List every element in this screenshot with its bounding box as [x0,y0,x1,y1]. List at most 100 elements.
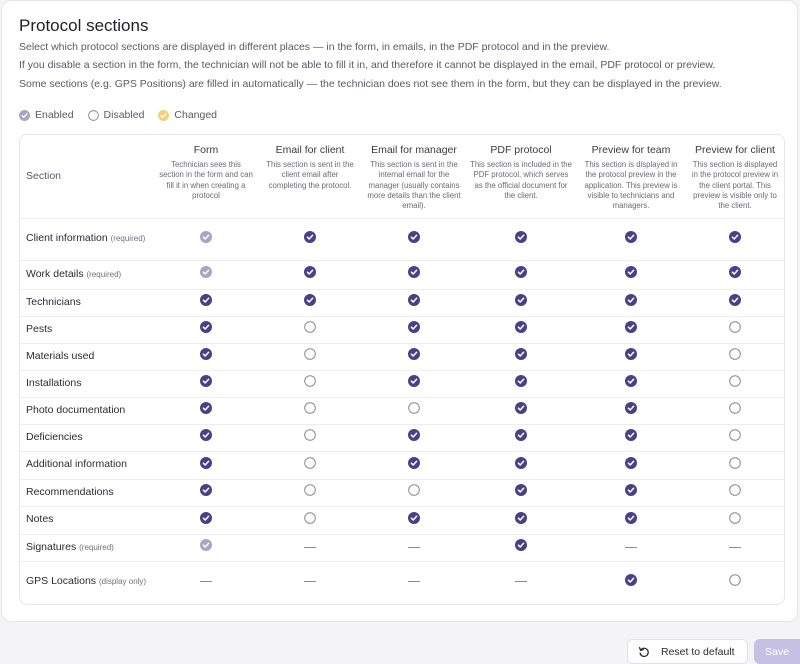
enabled-checkbox-icon[interactable] [625,401,637,419]
enabled-checkbox-icon[interactable] [515,511,527,529]
disabled-checkbox-icon[interactable] [408,401,420,419]
enabled-checkbox-icon[interactable] [515,401,527,419]
disabled-checkbox-icon[interactable] [304,320,316,338]
disabled-checkbox-icon[interactable] [729,573,741,591]
disabled-checkbox-icon[interactable] [729,374,741,392]
not-applicable-dash [304,546,316,548]
enabled-checkbox-icon[interactable] [729,265,741,283]
enabled-checkbox-icon[interactable] [515,428,527,446]
enabled-checkbox-icon[interactable] [625,374,637,392]
enabled-checkbox-icon[interactable] [625,293,637,311]
enabled-checkbox-icon[interactable] [408,320,420,338]
disabled-checkbox-icon[interactable] [304,483,316,501]
enabled-checkbox-icon[interactable] [515,374,527,392]
enabled-checkbox-icon[interactable] [408,374,420,392]
enabled-checkbox-icon[interactable] [408,265,420,283]
changed-check-circle-icon [158,109,170,121]
disabled-checkbox-icon[interactable] [729,511,741,529]
cell-pdf-protocol [466,370,576,398]
enabled-checkbox-icon[interactable] [625,456,637,474]
reset-to-default-button[interactable]: Reset to default [627,639,748,664]
cell-preview-client [686,561,784,602]
enabled-checkbox-icon[interactable] [625,511,637,529]
enabled-checkbox-icon[interactable] [625,320,637,338]
locked-check-icon [200,538,212,556]
cell-preview-client [686,343,784,371]
description-line-3: Some sections (e.g. GPS Positions) are f… [19,78,722,90]
section-name: Technicians [26,295,81,308]
enabled-checkbox-icon[interactable] [408,428,420,446]
enabled-checkbox-icon[interactable] [625,573,637,591]
disabled-checkbox-icon[interactable] [729,456,741,474]
enabled-checkbox-icon[interactable] [200,511,212,529]
disabled-checkbox-icon[interactable] [729,483,741,501]
disabled-checkbox-icon[interactable] [729,428,741,446]
section-name-cell: Notes [20,506,154,535]
enabled-checkbox-icon[interactable] [515,456,527,474]
enabled-checkbox-icon[interactable] [729,230,741,248]
cell-preview-client [686,506,784,535]
cell-preview-client [686,260,784,290]
enabled-checkbox-icon[interactable] [304,293,316,311]
section-name: Signatures [26,540,77,553]
enabled-checkbox-icon[interactable] [515,347,527,365]
section-note: (display only) [98,577,147,587]
enabled-checkbox-icon[interactable] [515,230,527,248]
enabled-checkbox-icon[interactable] [515,483,527,501]
locked-check-icon [200,230,212,248]
enabled-checkbox-icon[interactable] [200,456,212,474]
column-description: This section is displayed in the protoco… [584,160,678,211]
enabled-checkbox-icon[interactable] [304,230,316,248]
cell-form [154,561,258,602]
enabled-checkbox-icon[interactable] [200,320,212,338]
enabled-checkbox-icon[interactable] [408,230,420,248]
enabled-checkbox-icon[interactable] [515,293,527,311]
enabled-checkbox-icon[interactable] [625,428,637,446]
enabled-checkbox-icon[interactable] [625,347,637,365]
enabled-checkbox-icon[interactable] [200,401,212,419]
enabled-checkbox-icon[interactable] [200,374,212,392]
enabled-checkbox-icon[interactable] [408,511,420,529]
disabled-checkbox-icon[interactable] [729,347,741,365]
enabled-checkbox-icon[interactable] [200,428,212,446]
disabled-checkbox-icon[interactable] [729,401,741,419]
cell-preview-team [576,316,686,344]
disabled-checkbox-icon[interactable] [304,401,316,419]
cell-email-client [258,370,362,398]
enabled-checkbox-icon[interactable] [200,347,212,365]
section-name-cell: GPS Locations (display only) [20,561,154,602]
cell-form [154,397,258,425]
disabled-checkbox-icon[interactable] [729,320,741,338]
cell-pdf-protocol [466,424,576,452]
protocol-sections-card: Protocol sections Select which protocol … [1,0,798,622]
enabled-checkbox-icon[interactable] [408,293,420,311]
enabled-checkbox-icon[interactable] [408,347,420,365]
section-note: (required) [79,542,114,552]
enabled-checkbox-icon[interactable] [408,456,420,474]
disabled-checkbox-icon[interactable] [304,347,316,365]
disabled-checkbox-icon[interactable] [304,511,316,529]
enabled-checkbox-icon[interactable] [625,483,637,501]
enabled-checkbox-icon[interactable] [200,483,212,501]
cell-preview-client [686,218,784,261]
enabled-checkbox-icon[interactable] [625,230,637,248]
enabled-checkbox-icon[interactable] [625,265,637,283]
column-title: Preview for team [591,144,671,156]
save-button[interactable]: Save [754,639,800,664]
disabled-checkbox-icon[interactable] [304,428,316,446]
section-name-cell: Deficiencies [20,424,154,452]
disabled-checkbox-icon[interactable] [304,374,316,392]
enabled-checkbox-icon[interactable] [515,320,527,338]
column-title: Email for client [275,144,345,156]
enabled-checkbox-icon[interactable] [304,265,316,283]
enabled-checkbox-icon[interactable] [200,293,212,311]
disabled-checkbox-icon[interactable] [304,456,316,474]
enabled-checkbox-icon[interactable] [515,538,527,556]
disabled-checkbox-icon[interactable] [408,483,420,501]
enabled-checkbox-icon[interactable] [729,293,741,311]
cell-preview-team [576,424,686,452]
column-description: This section is included in the PDF prot… [470,160,572,201]
cell-form [154,479,258,507]
enabled-checkbox-icon[interactable] [515,265,527,283]
legend-enabled-label: Enabled [35,109,74,121]
